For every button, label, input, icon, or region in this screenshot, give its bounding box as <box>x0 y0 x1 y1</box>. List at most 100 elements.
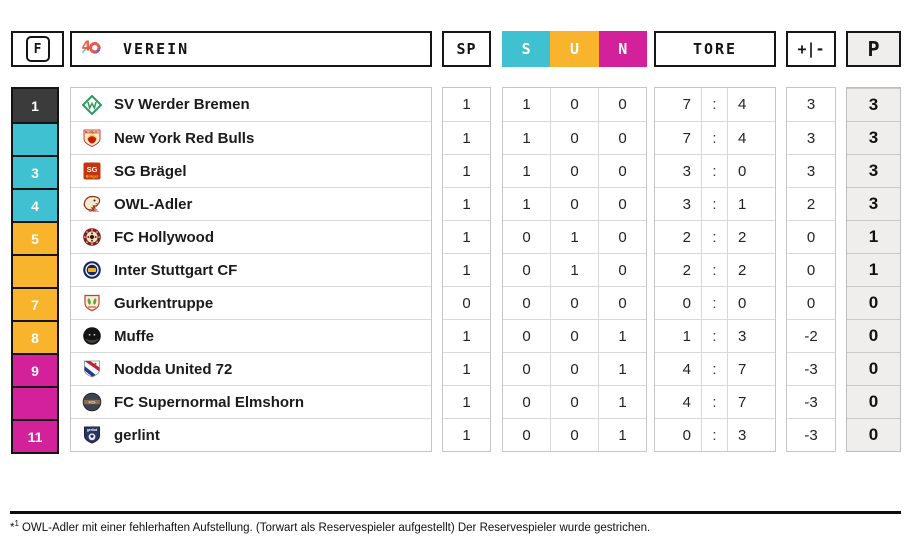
played-cell: 1 <box>443 352 490 385</box>
header-wins-cell: S <box>502 31 551 67</box>
club-row: SV Werder Bremen <box>71 88 431 121</box>
points-cell: 0 <box>847 352 900 385</box>
footnote-marker: * <box>10 521 15 534</box>
rank-cell: 8 <box>13 320 57 353</box>
rank-cell: 11 <box>13 419 57 452</box>
header-verein-box: 4 VEREIN <box>70 31 432 67</box>
wins-cell: 1 <box>522 195 531 213</box>
losses-cell: 0 <box>598 155 646 187</box>
goal-diff-cell: -2 <box>787 319 835 352</box>
rank-column: 1 3 4 5 7 8 9 11 <box>11 87 59 454</box>
club-name: FC Supernormal Elmshorn <box>114 393 305 411</box>
goals-separator: : <box>701 320 727 352</box>
svg-text:4: 4 <box>82 38 93 54</box>
goals-separator: : <box>701 419 727 451</box>
goals-row: 7:4 <box>655 88 775 121</box>
goals-against-cell: 3 <box>727 419 775 451</box>
club-row: RedBulls New York Red Bulls <box>71 121 431 154</box>
goals-against-cell: 4 <box>727 122 775 154</box>
losses-cell: 0 <box>598 88 646 121</box>
rank-cell: 7 <box>13 287 57 320</box>
draws-cell: 0 <box>550 188 598 220</box>
goals-row: 2:2 <box>655 220 775 253</box>
header-sp-label: SP <box>456 40 477 58</box>
svg-text:gerlint: gerlint <box>87 428 98 432</box>
wins-cell: 0 <box>522 327 531 345</box>
goal-diff-cell: -3 <box>787 352 835 385</box>
points-cell: 0 <box>847 319 900 352</box>
losses-cell: 1 <box>598 386 646 418</box>
wins-cell: 0 <box>522 261 531 279</box>
rank-cell: 1 <box>13 89 57 122</box>
points-cell: 0 <box>847 385 900 418</box>
footnote-superscript: 1 <box>14 519 19 528</box>
club-name: Gurkentruppe <box>114 294 214 312</box>
club-name: FC Hollywood <box>114 228 214 246</box>
goals-for-cell: 3 <box>682 162 691 180</box>
goals-row: 0:3 <box>655 418 775 451</box>
gerlint-logo: gerlint <box>82 425 102 445</box>
goals-against-cell: 7 <box>727 353 775 385</box>
header-f-box: F <box>11 31 64 67</box>
losses-cell: 1 <box>598 353 646 385</box>
goals-row: 2:2 <box>655 253 775 286</box>
goal-diff-column: 3 3 3 2 0 0 0 -2 -3 -3 -3 <box>786 87 836 452</box>
goals-against-cell: 4 <box>727 88 775 121</box>
nodda-united-logo <box>82 359 102 379</box>
goals-against-cell: 0 <box>727 287 775 319</box>
club-name: New York Red Bulls <box>114 129 255 147</box>
goals-row: 4:7 <box>655 352 775 385</box>
svg-text:SG: SG <box>87 165 98 174</box>
goals-for-cell: 3 <box>682 195 691 213</box>
goal-diff-cell: 0 <box>787 253 835 286</box>
points-cell: 3 <box>847 187 900 220</box>
club-name: gerlint <box>114 426 160 444</box>
wins-cell: 0 <box>522 393 531 411</box>
goals-row: 7:4 <box>655 121 775 154</box>
header-losses-cell: N <box>598 31 647 67</box>
played-cell: 1 <box>443 385 490 418</box>
goals-against-cell: 1 <box>727 188 775 220</box>
goals-for-cell: 7 <box>682 129 691 147</box>
losses-cell: 0 <box>598 287 646 319</box>
losses-cell: 0 <box>598 221 646 253</box>
goal-diff-cell: 3 <box>806 96 816 113</box>
club-name: SG Brägel <box>114 162 187 180</box>
wins-cell: 0 <box>522 228 531 246</box>
draws-cell: 1 <box>550 221 598 253</box>
points-cell: 1 <box>847 253 900 286</box>
club-column: SV Werder Bremen RedBulls New York Red Bul… <box>70 87 432 452</box>
owl-adler-logo: OWL <box>82 194 102 214</box>
losses-cell: 0 <box>598 188 646 220</box>
keyboard-key-f-icon: F <box>25 36 50 62</box>
goals-against-cell: 2 <box>727 254 775 286</box>
svg-text:RedBulls: RedBulls <box>85 131 99 135</box>
draws-cell: 1 <box>550 254 598 286</box>
played-cell: 1 <box>443 220 490 253</box>
goal-diff-cell: 2 <box>787 187 835 220</box>
svg-text:Brägel: Brägel <box>86 174 98 179</box>
header-points-box: P <box>846 31 901 67</box>
goals-for-cell: 7 <box>682 96 691 113</box>
footnote-divider <box>10 511 901 514</box>
points-cell: 3 <box>847 154 900 187</box>
points-cell: 1 <box>847 220 900 253</box>
wins-cell: 1 <box>522 96 531 113</box>
muffe-logo <box>82 326 102 346</box>
played-cell: 1 <box>443 121 490 154</box>
goal-diff-cell: -3 <box>787 385 835 418</box>
header-s-label: S <box>521 40 531 58</box>
header-draws-cell: U <box>550 31 599 67</box>
header-sun-group: S U N <box>502 31 647 67</box>
goal-diff-cell: 3 <box>787 154 835 187</box>
gurkentruppe-logo <box>82 293 102 313</box>
